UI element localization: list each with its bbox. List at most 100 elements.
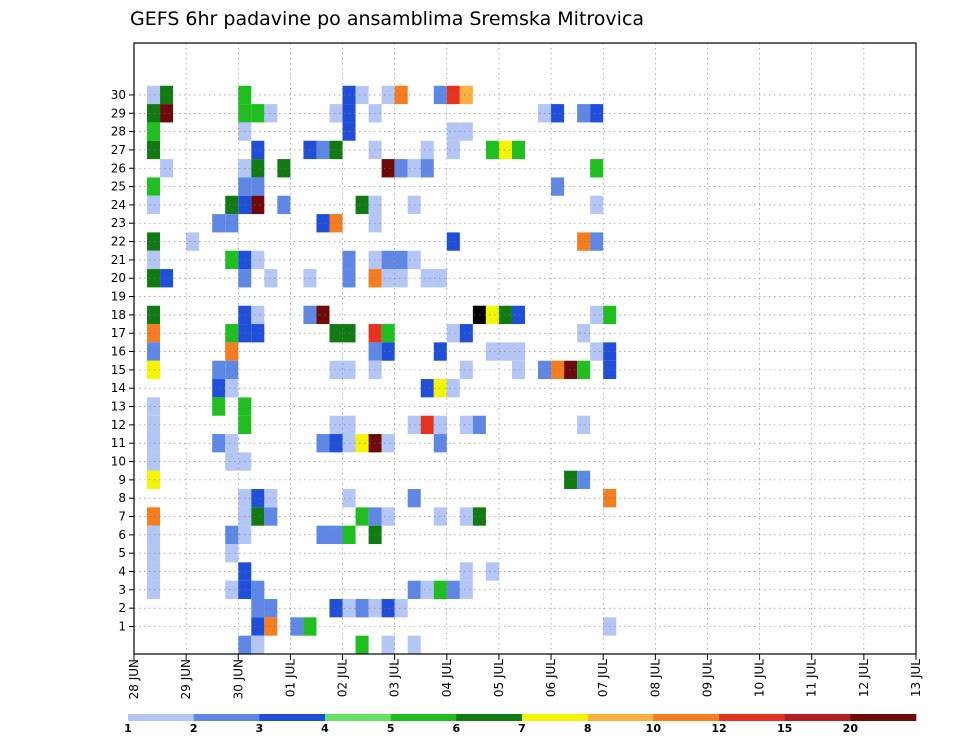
precip-cell <box>446 324 460 343</box>
precip-cell <box>147 250 161 270</box>
precip-cell <box>577 360 591 380</box>
x-tick-label: 29 JUN <box>179 659 193 699</box>
precip-cell <box>420 269 434 288</box>
precip-cell <box>459 415 473 435</box>
precip-cell <box>485 562 499 581</box>
precip-cell <box>381 269 395 288</box>
precip-cell <box>355 507 369 526</box>
precip-cell <box>147 434 161 453</box>
precip-cell <box>381 507 395 526</box>
precip-cell <box>420 580 434 600</box>
precip-cell <box>394 599 408 618</box>
precip-cell <box>420 379 434 398</box>
precip-cell <box>446 85 460 105</box>
y-tick-label: 28 <box>111 125 126 139</box>
y-tick-label: 3 <box>118 583 126 597</box>
precip-cell <box>160 104 174 123</box>
x-tick-label: 05 JUL <box>492 659 506 697</box>
precip-cell <box>590 195 604 215</box>
y-tick-label: 22 <box>111 235 126 249</box>
precip-cell <box>251 177 265 196</box>
precip-cell <box>147 269 161 288</box>
y-tick-label: 20 <box>111 271 126 285</box>
precip-cell <box>147 342 161 361</box>
colorbar-label: 20 <box>843 722 859 735</box>
precip-cell <box>251 195 265 215</box>
precip-cell <box>316 214 330 233</box>
colorbar-segment <box>522 714 588 721</box>
y-tick-label: 7 <box>118 510 126 524</box>
precip-cell <box>160 85 174 105</box>
precip-cell <box>446 140 460 160</box>
colorbar-label: 15 <box>777 722 792 735</box>
precip-cell <box>381 635 395 654</box>
x-tick-label: 02 JUL <box>336 659 350 697</box>
y-tick-label: 13 <box>111 400 126 414</box>
precip-cell <box>329 525 343 545</box>
precip-cell <box>251 250 265 270</box>
precip-cell <box>329 434 343 453</box>
precip-cell <box>264 269 278 288</box>
y-tick-label: 2 <box>118 601 126 615</box>
precip-cell <box>225 544 239 563</box>
precip-cell <box>394 159 408 178</box>
precip-cell <box>225 214 239 233</box>
precip-cell <box>511 342 525 361</box>
y-tick-label: 24 <box>111 198 126 212</box>
y-tick-label: 25 <box>111 180 126 194</box>
precip-cell <box>212 379 226 398</box>
precip-cell <box>394 85 408 105</box>
precip-cell <box>446 122 460 141</box>
y-tick-label: 4 <box>118 565 126 579</box>
precip-cell <box>590 342 604 361</box>
y-tick-label: 27 <box>111 143 126 157</box>
precip-cell <box>264 104 278 123</box>
precip-cell <box>147 580 161 600</box>
precip-cell <box>147 360 161 380</box>
precip-cell <box>277 195 291 215</box>
x-tick-label: 03 JUL <box>388 659 402 697</box>
x-tick-label: 13 JUL <box>909 659 923 697</box>
precip-cell <box>485 342 499 361</box>
precip-cell <box>251 599 265 618</box>
precip-cell <box>251 489 265 508</box>
y-tick-label: 18 <box>111 308 126 322</box>
precip-cell <box>355 85 369 105</box>
precip-cell <box>147 140 161 160</box>
precip-cell <box>147 122 161 141</box>
precip-cell <box>420 140 434 160</box>
precip-cell <box>147 525 161 545</box>
plot-frame <box>133 42 917 655</box>
colorbar-segment <box>653 714 720 721</box>
precip-cell <box>459 122 473 141</box>
precip-cell <box>511 305 525 325</box>
precip-cell <box>329 214 343 233</box>
colorbar-segment <box>259 714 326 721</box>
grid-layer <box>134 43 916 654</box>
y-tick-label: 23 <box>111 216 126 230</box>
precip-cell <box>225 360 239 380</box>
colorbar-label: 1 <box>124 722 132 735</box>
precip-cell <box>264 507 278 526</box>
y-tick-label: 10 <box>111 455 126 469</box>
precip-cell <box>147 305 161 325</box>
precip-cell <box>251 305 265 325</box>
x-tick-label: 07 JUL <box>596 659 610 697</box>
colorbar-segment <box>193 714 260 721</box>
precip-cell <box>381 159 395 178</box>
x-tick-label: 06 JUL <box>544 659 558 697</box>
precip-cell <box>251 635 265 654</box>
colorbar-segment <box>325 714 391 721</box>
colorbar-label: 12 <box>711 722 726 735</box>
precip-cell <box>147 415 161 435</box>
precip-cell <box>446 379 460 398</box>
precip-cell <box>225 195 239 215</box>
precip-cell <box>590 104 604 123</box>
precip-cell <box>147 177 161 196</box>
precip-cell <box>147 232 161 251</box>
precip-cell <box>590 159 604 178</box>
precip-cell <box>225 434 239 453</box>
precip-cell <box>251 617 265 636</box>
precip-cell <box>590 305 604 325</box>
precip-cell <box>147 470 161 490</box>
